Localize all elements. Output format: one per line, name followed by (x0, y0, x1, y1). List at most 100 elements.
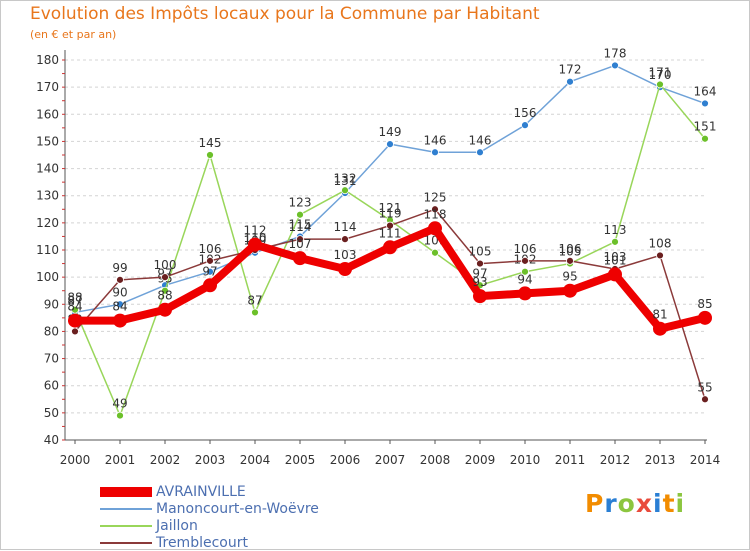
logo-letter: P (585, 489, 605, 518)
y-tick-label: 180 (36, 53, 59, 67)
data-label: 106 (559, 242, 582, 256)
data-label: 164 (694, 84, 717, 98)
y-tick-label: 110 (36, 243, 59, 257)
y-tick-label: 140 (36, 162, 59, 176)
data-point (428, 221, 442, 236)
logo-letter: x (635, 489, 653, 518)
data-label: 107 (289, 237, 312, 251)
data-label: 178 (604, 46, 627, 60)
data-point (158, 302, 172, 317)
data-point (701, 99, 709, 108)
data-point (653, 321, 667, 336)
y-tick-label: 120 (36, 216, 59, 230)
legend-label: Tremblecourt (156, 534, 248, 551)
data-point (431, 248, 439, 257)
data-label: 132 (334, 171, 357, 185)
x-tick-label: 2013 (645, 453, 676, 467)
y-tick-label: 40 (44, 433, 59, 447)
data-point (566, 77, 574, 86)
y-tick-label: 160 (36, 107, 59, 121)
chart-subtitle: (en € et par an) (30, 28, 117, 41)
legend-swatch (100, 541, 152, 544)
logo-letter: r (604, 489, 618, 518)
data-label: 151 (694, 120, 717, 134)
data-label: 131 (334, 174, 357, 188)
data-label: 55 (697, 380, 712, 394)
chart-plot: 40 50 60 70 80 90 100 110 120 130 140 150 160 170 180 2… (36, 46, 720, 467)
data-point (563, 283, 577, 298)
chart-legend: AVRAINVILLE Manoncourt-en-Woëvre Jaillon… (100, 483, 319, 551)
x-tick-label: 2006 (330, 453, 361, 467)
data-point (206, 256, 214, 265)
data-point (71, 327, 79, 336)
proxiti-logo: Proxiti (585, 489, 685, 518)
data-label: 171 (649, 65, 672, 79)
data-point (251, 308, 259, 317)
data-label: 88 (157, 289, 172, 303)
data-label: 94 (517, 272, 532, 286)
y-tick-label: 100 (36, 270, 59, 284)
y-tick-label: 130 (36, 189, 59, 203)
y-tick-label: 90 (44, 297, 59, 311)
data-label: 108 (649, 236, 672, 250)
x-tick-label: 2005 (285, 453, 316, 467)
data-label: 118 (424, 207, 447, 221)
x-tick-label: 2008 (420, 453, 451, 467)
data-label: 103 (334, 248, 357, 262)
x-tick-label: 2009 (465, 453, 496, 467)
data-label: 121 (379, 201, 402, 215)
data-point (248, 237, 262, 252)
data-point (386, 221, 394, 230)
data-point (473, 289, 487, 304)
data-label: 145 (199, 136, 222, 150)
data-label: 99 (112, 261, 127, 275)
data-point (296, 210, 304, 219)
data-label: 81 (652, 308, 667, 322)
data-label: 95 (562, 270, 577, 284)
y-tick-label: 170 (36, 80, 59, 94)
x-tick-label: 2002 (150, 453, 181, 467)
legend-label: Manoncourt-en-Woëvre (156, 500, 319, 517)
data-label: 93 (472, 275, 487, 289)
data-point (161, 286, 169, 295)
data-label: 172 (559, 63, 582, 77)
x-tick-label: 2001 (105, 453, 136, 467)
data-point (296, 235, 304, 244)
x-tick-label: 2007 (375, 453, 406, 467)
data-point (206, 267, 214, 276)
data-label: 149 (379, 125, 402, 139)
data-label: 156 (514, 106, 537, 120)
legend-item-avrainville: AVRAINVILLE (100, 483, 319, 500)
x-tick-label: 2004 (240, 453, 271, 467)
data-point (203, 278, 217, 293)
data-point (386, 140, 394, 149)
data-point (521, 256, 529, 265)
logo-letter: o (617, 489, 636, 518)
legend-label: AVRAINVILLE (156, 483, 246, 500)
data-point (656, 80, 664, 89)
legend-swatch (100, 486, 152, 497)
data-label: 106 (199, 242, 222, 256)
data-label: 105 (469, 245, 492, 259)
data-point (116, 300, 124, 309)
data-point (566, 256, 574, 265)
data-point (116, 275, 124, 284)
y-tick-label: 50 (44, 406, 59, 420)
data-label: 105 (559, 245, 582, 259)
data-point (71, 305, 79, 314)
data-point (656, 251, 664, 260)
data-label: 114 (289, 220, 312, 234)
data-label: 87 (247, 293, 262, 307)
logo-letter: i (675, 489, 686, 518)
x-tick-label: 2010 (510, 453, 541, 467)
legend-swatch (100, 507, 152, 510)
x-tick-label: 2003 (195, 453, 226, 467)
legend-label: Jaillon (156, 517, 198, 534)
x-tick-label: 2000 (60, 453, 91, 467)
data-point (341, 235, 349, 244)
data-label: 90 (112, 285, 127, 299)
data-label: 146 (424, 133, 447, 147)
data-point (476, 148, 484, 157)
data-label: 125 (424, 190, 447, 204)
data-label: 112 (244, 224, 267, 238)
